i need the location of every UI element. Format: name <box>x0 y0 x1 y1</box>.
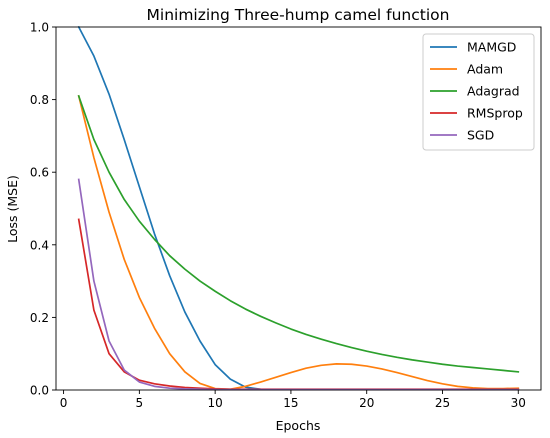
legend-label-adagrad: Adagrad <box>467 84 520 99</box>
y-tick-label: 0.8 <box>30 93 49 107</box>
x-axis-label: Epochs <box>276 418 321 433</box>
legend-box <box>422 33 535 151</box>
y-axis-label: Loss (MSE) <box>5 175 20 243</box>
y-tick-label: 0.2 <box>30 311 49 325</box>
series-line-adam <box>77 94 520 391</box>
y-tick-label: 1.0 <box>30 21 49 35</box>
y-tick-label: 0.6 <box>30 166 49 180</box>
x-tick-label: 20 <box>359 396 374 410</box>
legend-label-sgd: SGD <box>467 128 494 143</box>
legend-label-rmsprop: RMSprop <box>467 106 523 121</box>
y-tick-label: 0.0 <box>30 384 49 398</box>
series-line-rmsprop <box>77 218 520 391</box>
x-tick-label: 5 <box>136 396 144 410</box>
y-tick-label: 0.4 <box>30 238 49 252</box>
x-tick-label: 25 <box>435 396 450 410</box>
x-tick-label: 30 <box>511 396 526 410</box>
legend-label-mamgd: MAMGD <box>467 40 516 55</box>
x-tick-label: 10 <box>208 396 223 410</box>
plot-area: 0 5 10 15 20 25 30 0.0 0.2 0.4 0.6 0.8 1.0 <box>30 21 542 410</box>
legend-label-adam: Adam <box>467 62 503 77</box>
x-tick-label: 0 <box>60 396 68 410</box>
plot-frame <box>55 26 542 391</box>
x-tick-label: 15 <box>283 396 298 410</box>
series-line-sgd <box>77 178 520 391</box>
series-line-adagrad <box>77 94 520 373</box>
legend: MAMGD Adam Adagrad RMSprop SGD <box>422 33 535 151</box>
chart-title: Minimizing Three-hump camel function <box>147 6 450 24</box>
